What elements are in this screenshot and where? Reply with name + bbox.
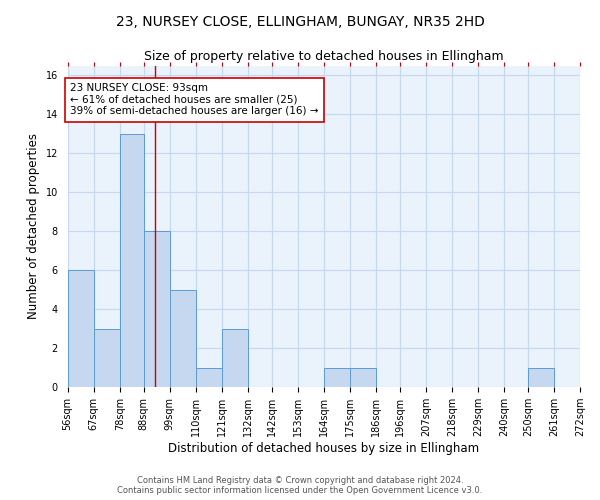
Text: 23, NURSEY CLOSE, ELLINGHAM, BUNGAY, NR35 2HD: 23, NURSEY CLOSE, ELLINGHAM, BUNGAY, NR3… — [116, 15, 484, 29]
Bar — [196, 368, 222, 387]
Title: Size of property relative to detached houses in Ellingham: Size of property relative to detached ho… — [144, 50, 503, 63]
Y-axis label: Number of detached properties: Number of detached properties — [27, 134, 40, 320]
Bar — [120, 134, 143, 387]
Bar — [94, 328, 120, 387]
Bar — [68, 270, 94, 387]
X-axis label: Distribution of detached houses by size in Ellingham: Distribution of detached houses by size … — [168, 442, 479, 455]
Bar — [324, 368, 350, 387]
Bar — [222, 328, 248, 387]
Text: Contains HM Land Registry data © Crown copyright and database right 2024.
Contai: Contains HM Land Registry data © Crown c… — [118, 476, 482, 495]
Bar — [143, 232, 170, 387]
Bar — [350, 368, 376, 387]
Bar — [170, 290, 196, 387]
Text: 23 NURSEY CLOSE: 93sqm
← 61% of detached houses are smaller (25)
39% of semi-det: 23 NURSEY CLOSE: 93sqm ← 61% of detached… — [70, 83, 319, 116]
Bar — [528, 368, 554, 387]
